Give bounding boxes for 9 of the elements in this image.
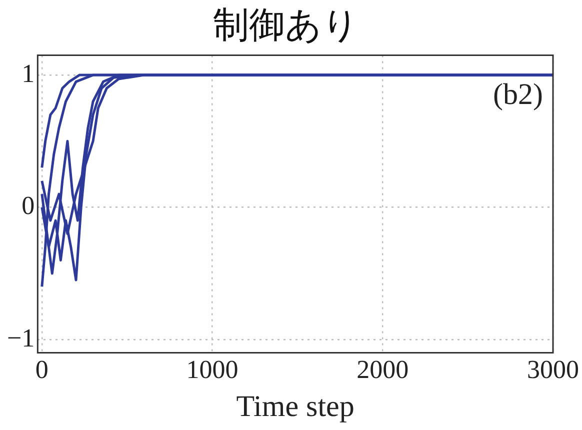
chart-title: 制御あり xyxy=(213,4,359,46)
y-tick-label: 0 xyxy=(22,191,35,220)
x-axis-title: Time step xyxy=(236,390,354,423)
x-tick-label: 2000 xyxy=(356,355,409,384)
y-tick-label: −1 xyxy=(6,323,35,352)
y-tick-label: 1 xyxy=(22,58,35,88)
x-tick-label: 3000 xyxy=(527,355,579,384)
annotation: (b2) xyxy=(493,78,543,112)
x-tick-label: 1000 xyxy=(186,355,238,384)
